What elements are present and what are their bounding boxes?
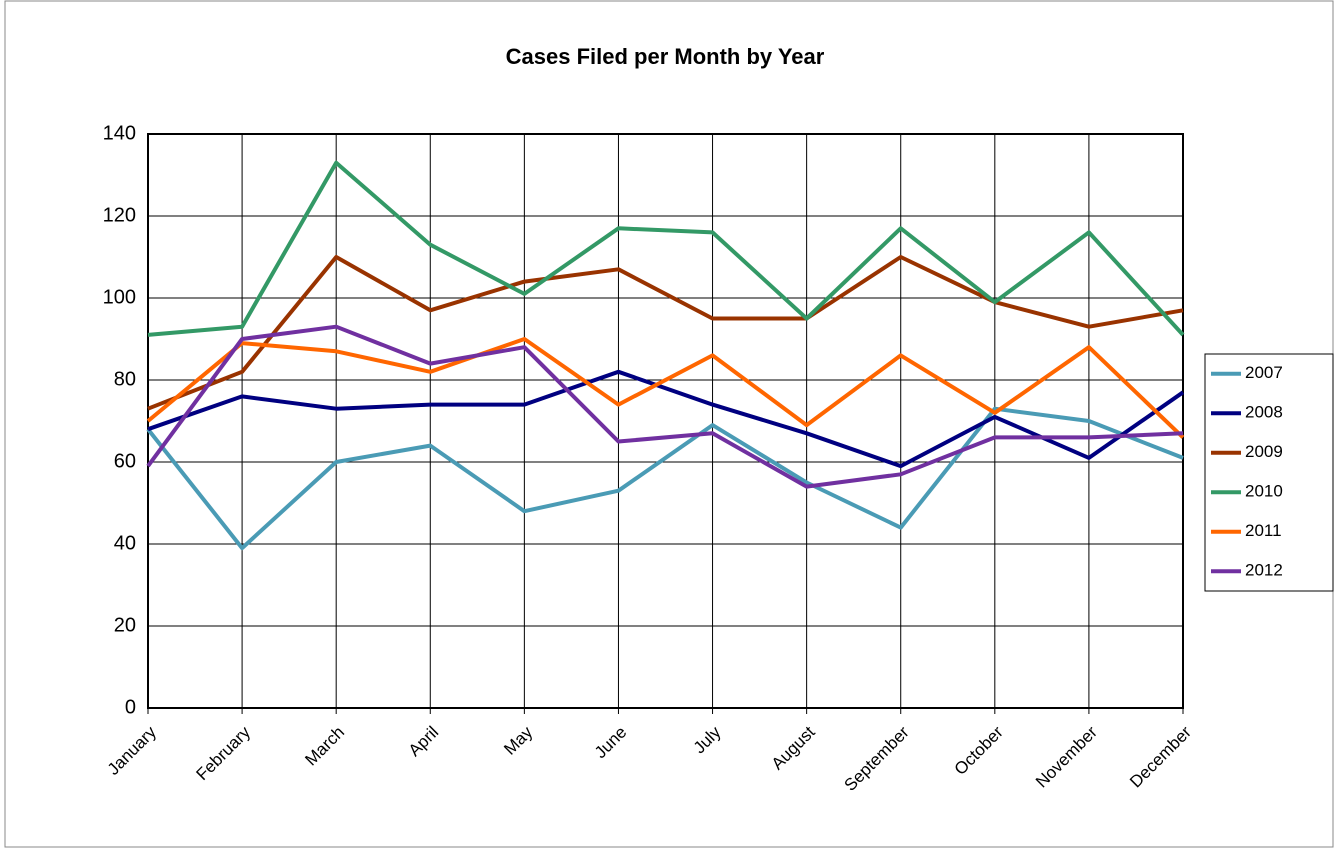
y-tick-label: 100 (103, 286, 136, 308)
series-line (146, 337, 1185, 439)
series-line (146, 324, 1184, 489)
legend-label: 2011 (1245, 521, 1282, 540)
legend-label: 2007 (1245, 363, 1283, 382)
y-tick-label: 120 (103, 204, 136, 226)
legend-label: 2009 (1245, 442, 1283, 461)
legend-label: 2012 (1245, 561, 1283, 580)
y-tick-label: 20 (114, 614, 136, 636)
series-line (147, 369, 1185, 469)
series-line (147, 255, 1184, 411)
series-line (146, 406, 1184, 551)
legend-label: 2010 (1245, 482, 1283, 501)
y-tick-label: 60 (114, 450, 136, 472)
legend-label: 2008 (1245, 403, 1283, 422)
chart-border (4, 0, 1334, 848)
y-tick-label: 40 (114, 532, 136, 554)
y-tick-label: 80 (114, 368, 136, 390)
legend-box (1204, 353, 1334, 592)
series-line (147, 160, 1185, 337)
y-tick-label: 0 (125, 696, 136, 718)
y-tick-label: 140 (103, 122, 136, 144)
chart-title: Cases Filed per Month by Year (506, 44, 825, 69)
